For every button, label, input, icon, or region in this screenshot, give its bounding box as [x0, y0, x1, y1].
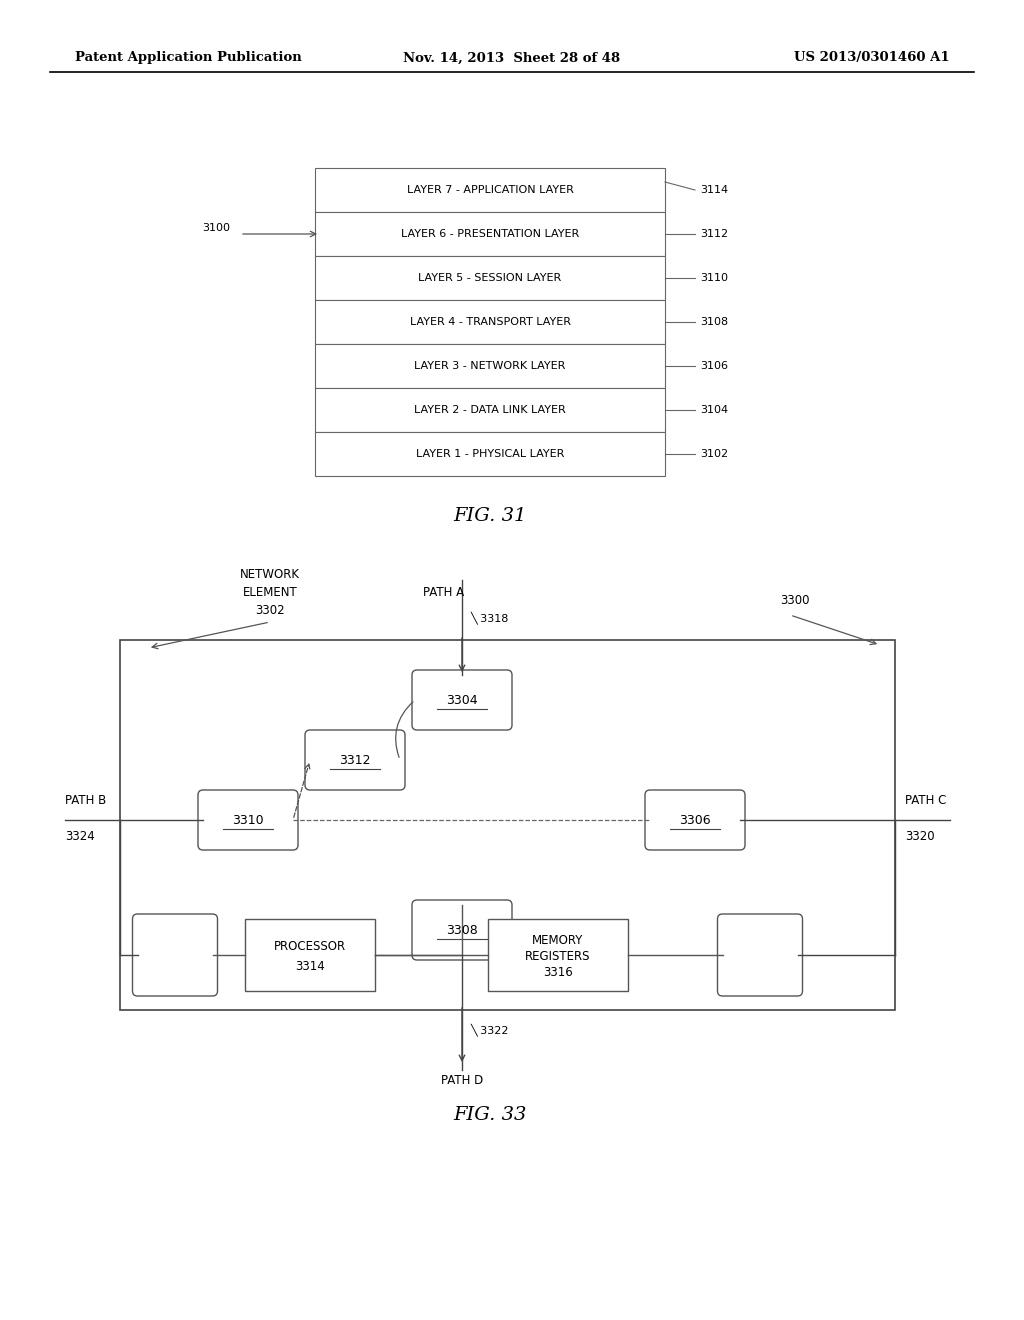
Text: PATH B: PATH B — [65, 793, 106, 807]
Bar — [120, 640, 895, 1010]
Bar — [315, 432, 665, 477]
Text: NETWORK: NETWORK — [240, 569, 300, 582]
Bar — [488, 919, 628, 991]
Text: 3300: 3300 — [780, 594, 810, 606]
Text: 3108: 3108 — [700, 317, 728, 327]
Text: ╲ 3322: ╲ 3322 — [470, 1023, 509, 1036]
Text: PATH A: PATH A — [424, 586, 465, 598]
Text: 3316: 3316 — [543, 966, 572, 979]
FancyBboxPatch shape — [132, 913, 217, 997]
Text: REGISTERS: REGISTERS — [525, 950, 591, 964]
Text: 3102: 3102 — [700, 449, 728, 459]
Bar — [315, 300, 665, 345]
Bar — [315, 256, 665, 300]
Text: 3106: 3106 — [700, 360, 728, 371]
Text: PATH C: PATH C — [905, 793, 946, 807]
FancyBboxPatch shape — [305, 730, 406, 789]
Text: LAYER 6 - PRESENTATION LAYER: LAYER 6 - PRESENTATION LAYER — [400, 228, 580, 239]
FancyBboxPatch shape — [645, 789, 745, 850]
Bar — [245, 919, 375, 991]
Text: ELEMENT: ELEMENT — [243, 586, 297, 598]
Text: US 2013/0301460 A1: US 2013/0301460 A1 — [795, 51, 950, 65]
Bar — [315, 388, 665, 432]
Text: FIG. 31: FIG. 31 — [454, 507, 526, 525]
Text: 3104: 3104 — [700, 405, 728, 414]
Text: 3320: 3320 — [905, 829, 935, 842]
Text: LAYER 1 - PHYSICAL LAYER: LAYER 1 - PHYSICAL LAYER — [416, 449, 564, 459]
Text: PROCESSOR: PROCESSOR — [274, 940, 346, 953]
Text: LAYER 5 - SESSION LAYER: LAYER 5 - SESSION LAYER — [419, 273, 561, 282]
Text: 3324: 3324 — [65, 829, 95, 842]
Text: 3112: 3112 — [700, 228, 728, 239]
Text: 3114: 3114 — [700, 185, 728, 195]
Text: LAYER 4 - TRANSPORT LAYER: LAYER 4 - TRANSPORT LAYER — [410, 317, 570, 327]
FancyBboxPatch shape — [718, 913, 803, 997]
Bar — [315, 213, 665, 256]
FancyBboxPatch shape — [412, 671, 512, 730]
Text: FIG. 33: FIG. 33 — [454, 1106, 526, 1125]
Text: 3310: 3310 — [232, 813, 264, 826]
Text: 3308: 3308 — [446, 924, 478, 936]
Text: 3100: 3100 — [202, 223, 230, 234]
Bar — [315, 345, 665, 388]
Text: Patent Application Publication: Patent Application Publication — [75, 51, 302, 65]
Text: 3314: 3314 — [295, 961, 325, 974]
Text: 3304: 3304 — [446, 693, 478, 706]
FancyBboxPatch shape — [412, 900, 512, 960]
Text: PATH D: PATH D — [441, 1073, 483, 1086]
Text: LAYER 3 - NETWORK LAYER: LAYER 3 - NETWORK LAYER — [415, 360, 565, 371]
Text: LAYER 7 - APPLICATION LAYER: LAYER 7 - APPLICATION LAYER — [407, 185, 573, 195]
Text: MEMORY: MEMORY — [532, 935, 584, 948]
Text: LAYER 2 - DATA LINK LAYER: LAYER 2 - DATA LINK LAYER — [414, 405, 566, 414]
Text: Nov. 14, 2013  Sheet 28 of 48: Nov. 14, 2013 Sheet 28 of 48 — [403, 51, 621, 65]
Text: ╲ 3318: ╲ 3318 — [470, 611, 508, 624]
Bar — [315, 168, 665, 213]
Text: 3312: 3312 — [339, 754, 371, 767]
FancyBboxPatch shape — [198, 789, 298, 850]
Text: 3302: 3302 — [255, 603, 285, 616]
Text: 3306: 3306 — [679, 813, 711, 826]
Text: 3110: 3110 — [700, 273, 728, 282]
